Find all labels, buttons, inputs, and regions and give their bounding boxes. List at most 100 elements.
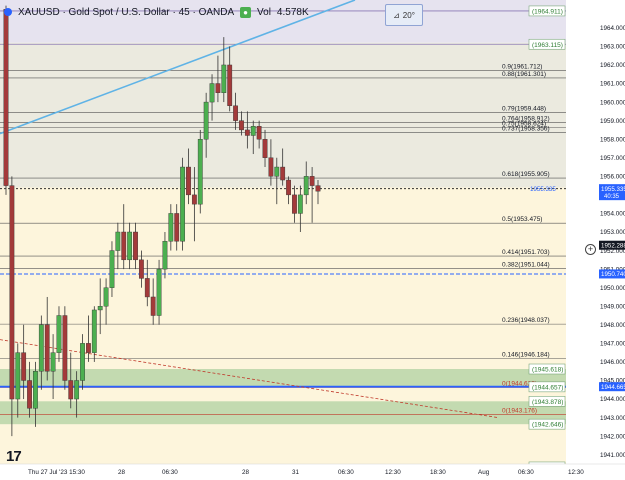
candle-body[interactable] — [109, 250, 115, 288]
boxed-level-box — [528, 396, 566, 407]
candle-body[interactable] — [144, 278, 150, 298]
y-tick-label: 1947.000 — [600, 341, 625, 348]
y-tick-label: 1954.000 — [600, 211, 625, 218]
market-status-badge: ● — [240, 6, 252, 18]
fib-label: 0.146(1946.184) — [502, 352, 550, 359]
candle-body[interactable] — [38, 324, 44, 372]
candle-body[interactable] — [162, 241, 168, 270]
y-tick-label: 1960.000 — [600, 99, 625, 106]
time-axis[interactable] — [0, 464, 625, 480]
volume-value: 4.578K — [276, 6, 309, 18]
candle-body[interactable] — [209, 83, 215, 103]
candle-body[interactable] — [274, 166, 280, 177]
candle-body[interactable] — [9, 185, 15, 400]
symbol-title[interactable]: XAUUSD · Gold Spot / U.S. Dollar · 45 · … — [18, 6, 235, 18]
candle-body[interactable] — [168, 213, 174, 242]
candle-body[interactable] — [62, 315, 68, 381]
candle-body[interactable] — [86, 343, 91, 353]
candle-body[interactable] — [56, 315, 62, 353]
candle-body[interactable] — [103, 287, 109, 307]
candle-body[interactable] — [286, 179, 291, 196]
price-badge — [599, 184, 625, 201]
candle-body[interactable] — [121, 231, 127, 261]
candle-body[interactable] — [150, 296, 156, 316]
candle-body[interactable] — [156, 268, 162, 316]
candle-body[interactable] — [244, 129, 250, 136]
x-tick-label: 28 — [118, 469, 126, 476]
fib-label: 0(1944.625) — [502, 380, 537, 387]
x-tick-label: 31 — [292, 469, 300, 476]
candle-body[interactable] — [68, 380, 74, 400]
candle-body[interactable] — [292, 194, 297, 214]
candle-body[interactable] — [50, 352, 56, 372]
candle-body[interactable] — [315, 185, 321, 192]
fib-label: 0.75(1958.624) — [502, 121, 546, 128]
chart-header: XAUUSD · Gold Spot / U.S. Dollar · 45 · … — [0, 0, 594, 24]
candle-body[interactable] — [27, 380, 32, 409]
candle-body[interactable] — [233, 105, 238, 121]
candle-body[interactable] — [186, 166, 191, 196]
candle-body[interactable] — [268, 157, 274, 177]
price-badge — [599, 382, 625, 392]
y-tick-label: 1945.000 — [600, 378, 625, 385]
candle-body[interactable] — [215, 83, 221, 93]
boxed-level-box — [528, 381, 566, 393]
candle-body[interactable] — [262, 138, 268, 158]
boxed-level-label: (1943.878) — [532, 399, 563, 406]
volume-label: Vol — [257, 6, 271, 18]
price-axis[interactable] — [566, 0, 625, 480]
candle-body[interactable] — [3, 9, 9, 186]
candle-body[interactable] — [80, 343, 85, 381]
candle-body[interactable] — [239, 120, 244, 131]
candle-body[interactable] — [227, 64, 233, 106]
candle-body[interactable] — [74, 380, 80, 400]
candle-body[interactable] — [21, 352, 27, 381]
candle-body[interactable] — [97, 306, 103, 311]
boxed-level-label: (1945.618) — [532, 367, 563, 374]
candle-body[interactable] — [303, 176, 309, 196]
candle-body[interactable] — [174, 213, 180, 242]
price-badge-label: 1955.335 — [601, 186, 625, 193]
measure-tool-button[interactable]: ⊿ 20° — [385, 4, 423, 26]
boxed-level-label: (1942.646) — [532, 422, 563, 429]
fib-label: 0.88(1961.301) — [502, 71, 546, 78]
candle-body[interactable] — [15, 352, 21, 400]
fib-label: 0.5(1953.475) — [502, 216, 542, 223]
y-tick-label: 1957.000 — [600, 155, 625, 162]
demand-zone-lower — [0, 401, 566, 425]
candle-body[interactable] — [256, 126, 262, 140]
candle-body[interactable] — [180, 166, 186, 242]
price-badge — [599, 240, 625, 250]
x-tick-label: 12:30 — [568, 469, 584, 476]
candle-body[interactable] — [221, 64, 227, 93]
fib-label: 0.236(1948.037) — [502, 317, 550, 324]
candle-body[interactable] — [191, 194, 197, 205]
candle-body[interactable] — [115, 231, 121, 251]
fib-label: 0.382(1951.044) — [502, 261, 550, 268]
candle-body[interactable] — [297, 194, 303, 214]
candle-body[interactable] — [250, 126, 256, 136]
y-tick-label: 1948.000 — [600, 322, 625, 329]
candle-body[interactable] — [91, 309, 97, 353]
candle-body[interactable] — [203, 101, 209, 140]
demand-zone-upper — [0, 369, 566, 387]
candle-body[interactable] — [44, 324, 50, 372]
candle-body[interactable] — [133, 231, 138, 261]
y-tick-label: 1959.000 — [600, 118, 625, 125]
candle-body[interactable] — [127, 231, 133, 261]
y-tick-label: 1950.000 — [600, 285, 625, 292]
candle-body[interactable] — [309, 176, 315, 186]
mid-price-label: 1955.335 — [530, 186, 556, 193]
x-tick-label: 06:30 — [338, 469, 354, 476]
tradingview-logo-icon[interactable]: 17 — [6, 448, 22, 465]
fib-label: 0.764(1958.912) — [502, 115, 550, 122]
fib-label: 0.618(1955.905) — [502, 171, 550, 178]
candle-body[interactable] — [138, 259, 144, 279]
add-level-plus-icon[interactable]: + — [585, 244, 596, 255]
candle-body[interactable] — [197, 138, 203, 205]
candle-body[interactable] — [33, 371, 38, 409]
trend-line-up — [0, 0, 356, 135]
angle-icon: ⊿ — [393, 10, 400, 20]
candle-body[interactable] — [280, 166, 286, 181]
